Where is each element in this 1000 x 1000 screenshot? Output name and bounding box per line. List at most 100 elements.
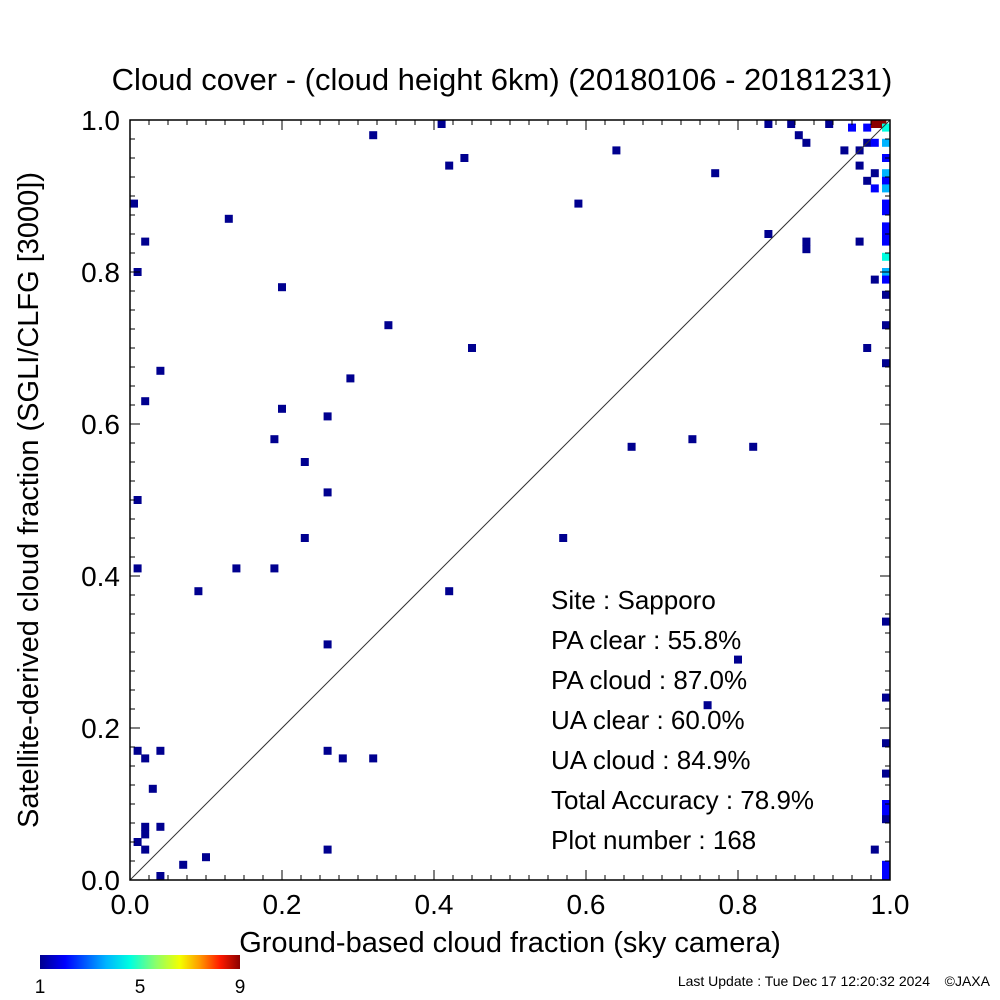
colorbar-tick-label: 5 xyxy=(135,977,146,998)
y-tick-label: 0.6 xyxy=(81,409,120,440)
density-cell xyxy=(369,131,378,140)
axis-ticks: 0.0 0.2 0.4 0.6 0.8 1.0 0.0 0.2 0.4 0.6 0.8 1.0 xyxy=(81,105,909,920)
x-tick-label: 0.8 xyxy=(719,889,758,920)
stat-line: Total Accuracy : 78.9% xyxy=(551,785,814,815)
x-tick-label: 0.0 xyxy=(111,889,150,920)
density-cell xyxy=(300,458,309,466)
density-cell xyxy=(703,701,712,710)
density-cell xyxy=(882,275,890,284)
density-cell xyxy=(323,488,332,497)
density-cell xyxy=(338,754,347,763)
density-cell xyxy=(300,534,309,542)
density-cell xyxy=(323,746,332,755)
y-tick-label: 0.0 xyxy=(81,865,120,896)
density-cell xyxy=(270,564,279,573)
density-cell xyxy=(870,275,879,284)
density-cell xyxy=(141,845,150,854)
statistics-panel: Site : Sapporo PA clear : 55.8% PA cloud :… xyxy=(551,585,814,855)
density-cell xyxy=(802,138,811,147)
stat-line: Plot number : 168 xyxy=(551,825,756,855)
density-cell xyxy=(141,822,150,831)
density-cell xyxy=(445,587,454,596)
density-cell xyxy=(870,138,879,147)
density-cell xyxy=(612,146,621,155)
stat-line: PA cloud : 87.0% xyxy=(551,665,747,695)
density-cell xyxy=(882,359,890,368)
density-cell xyxy=(156,872,165,880)
density-cell xyxy=(882,617,890,626)
density-cell xyxy=(445,161,454,170)
density-cell xyxy=(141,754,150,763)
density-cell xyxy=(882,176,890,185)
density-cell xyxy=(133,746,142,755)
density-cell xyxy=(840,146,849,155)
density-cell xyxy=(270,435,279,444)
density-cell xyxy=(460,154,469,162)
density-cell xyxy=(882,169,890,178)
density-cell xyxy=(559,534,568,542)
density-cell xyxy=(156,822,165,831)
density-cell xyxy=(574,199,583,208)
density-cell xyxy=(278,404,286,413)
colorbar-tick-label: 1 xyxy=(35,977,46,998)
density-cell xyxy=(882,290,890,299)
density-cell xyxy=(148,784,157,793)
density-cell xyxy=(825,120,834,128)
stat-line: PA clear : 55.8% xyxy=(551,625,741,655)
density-cell xyxy=(855,161,864,170)
density-cell xyxy=(802,245,811,254)
density-cell xyxy=(369,754,378,763)
density-cell xyxy=(882,807,890,816)
density-cell xyxy=(749,442,758,451)
density-cell xyxy=(133,838,142,846)
density-cell xyxy=(179,860,188,869)
density-cell xyxy=(133,564,142,573)
density-cell xyxy=(224,214,233,223)
density-cell xyxy=(141,830,150,839)
y-axis-label: Satellite-derived cloud fraction (SGLI/C… xyxy=(13,172,45,828)
density-cell xyxy=(156,366,165,375)
density-cell xyxy=(627,442,636,451)
density-cell xyxy=(323,845,332,854)
density-cell xyxy=(882,860,890,869)
density-cell xyxy=(882,252,890,261)
density-cell xyxy=(133,496,142,504)
density-cell xyxy=(278,283,286,292)
y-tick-label: 0.2 xyxy=(81,713,120,744)
colorbar-labels: 1 5 9 xyxy=(35,977,246,998)
density-cell xyxy=(384,321,393,330)
one-to-one-reference-line xyxy=(129,119,891,881)
density-cell xyxy=(870,120,879,128)
density-cell xyxy=(882,693,890,702)
stat-line: Site : Sapporo xyxy=(551,585,716,615)
last-update-text: Last Update : Tue Dec 17 12:20:32 2024 xyxy=(678,973,930,989)
density-cell xyxy=(141,237,150,246)
density-cell xyxy=(882,199,890,208)
x-tick-label: 0.2 xyxy=(263,889,302,920)
chart-title: Cloud cover - (cloud height 6km) (201801… xyxy=(112,62,893,97)
density-cell xyxy=(323,640,332,649)
colorbar xyxy=(40,955,240,969)
density-cell xyxy=(764,120,773,128)
density-cell xyxy=(232,564,241,573)
x-tick-label: 0.6 xyxy=(567,889,606,920)
density-cell xyxy=(437,120,446,128)
density-cell xyxy=(202,853,210,862)
y-tick-label: 1.0 xyxy=(81,105,120,136)
colorbar-tick-label: 9 xyxy=(235,977,246,998)
density-cell xyxy=(711,169,720,178)
density-cell xyxy=(882,872,890,880)
density-cell xyxy=(882,739,890,748)
density-cell xyxy=(794,131,803,140)
density-cell xyxy=(882,207,890,216)
x-tick-label: 0.4 xyxy=(415,889,454,920)
density-cell xyxy=(141,397,150,406)
density-cell xyxy=(882,769,890,778)
density-cell xyxy=(848,123,856,132)
density-cell xyxy=(802,237,811,246)
density-cell xyxy=(882,138,890,147)
density-cell xyxy=(323,412,332,421)
density-cell xyxy=(787,120,796,128)
density-cell xyxy=(156,746,165,755)
density-cell xyxy=(688,435,697,444)
